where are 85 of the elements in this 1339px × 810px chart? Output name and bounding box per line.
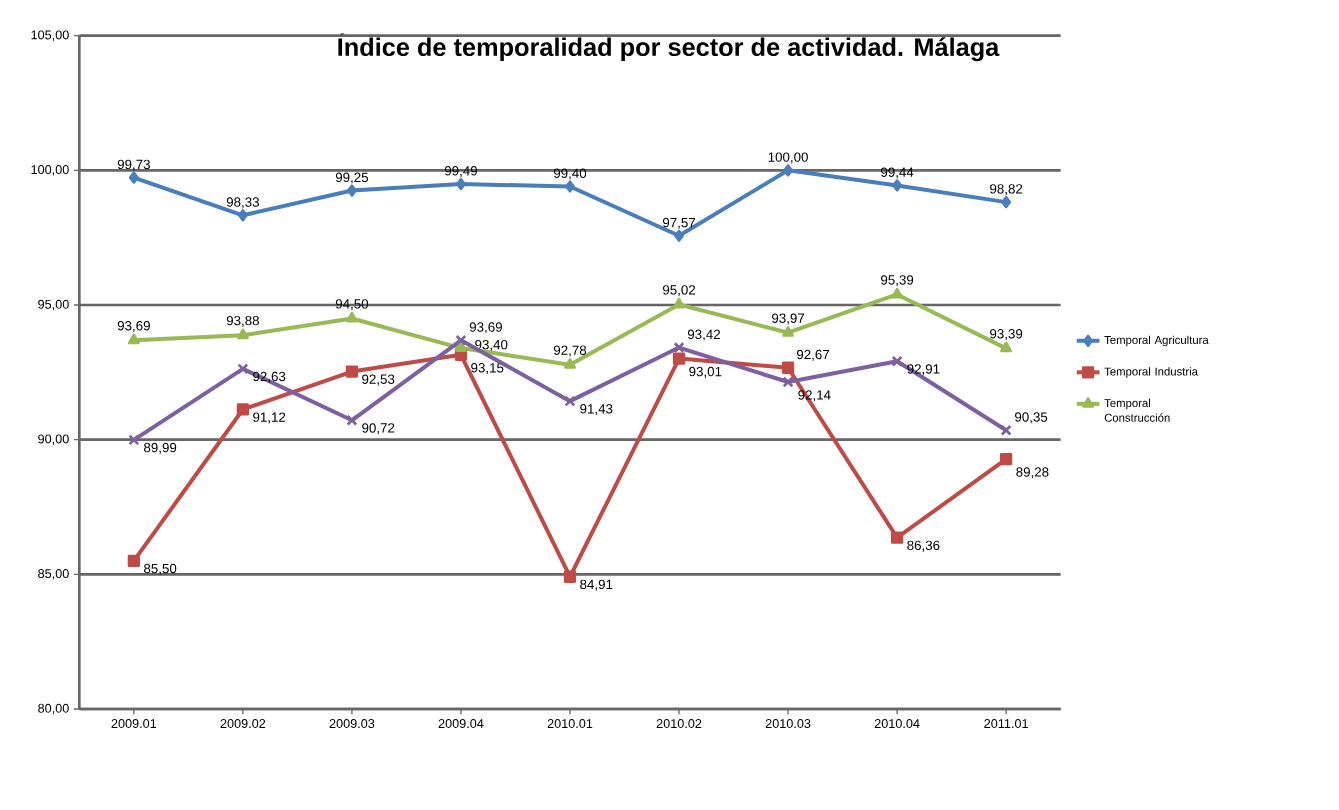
data-label: 91,43 [580, 404, 613, 416]
data-label: 98,82 [990, 184, 1023, 196]
point [672, 352, 686, 365]
point [673, 341, 685, 354]
x-tick-label: 2011.01 [984, 719, 1028, 728]
point [1001, 195, 1012, 209]
point [454, 341, 467, 353]
point [128, 171, 139, 184]
point [127, 333, 140, 345]
point [346, 414, 358, 426]
y-tick-label: 105,00 [31, 30, 69, 41]
point [565, 180, 575, 193]
data-label: 99,40 [553, 168, 587, 180]
data-label: 93,40 [475, 339, 508, 351]
data-label: 100,00 [768, 152, 808, 164]
point [564, 358, 576, 369]
point [456, 177, 466, 191]
point [891, 355, 903, 367]
data-label: 92,53 [362, 374, 395, 386]
x-tick-label: 2010.02 [656, 719, 702, 728]
point [890, 531, 904, 544]
data-label: 89,99 [144, 442, 177, 454]
data-label: 95,39 [881, 275, 914, 287]
point [781, 361, 795, 374]
data-label: 98,33 [226, 197, 259, 209]
x-tick-label: 2010.04 [874, 719, 920, 728]
point [236, 403, 250, 416]
point [782, 376, 794, 388]
y-tick-label: 90,00 [38, 434, 69, 445]
point [128, 434, 140, 446]
data-label: 95,02 [662, 285, 696, 297]
data-label: 93,69 [469, 322, 502, 334]
point [346, 184, 357, 197]
data-label: 90,72 [362, 423, 395, 435]
data-label: 86,36 [907, 540, 940, 552]
point [345, 365, 359, 378]
y-tick-label: 80,00 [38, 703, 69, 715]
point [1000, 424, 1012, 436]
point [892, 179, 903, 192]
legend-label: Temporal Industria [1104, 367, 1198, 378]
data-label: 93,69 [117, 321, 150, 333]
data-label: 84,91 [580, 579, 613, 591]
data-label: 89,28 [1016, 467, 1049, 479]
legend-label: Temporal Construcción [1104, 398, 1170, 422]
x-tick-label: 2009.03 [329, 719, 375, 728]
point [236, 328, 249, 340]
point [782, 326, 795, 337]
point [345, 311, 358, 323]
data-label: 90,35 [1015, 412, 1048, 424]
data-label: 97,57 [662, 217, 696, 229]
data-label: 93,88 [226, 315, 259, 327]
point [783, 164, 793, 177]
point [237, 209, 248, 222]
point [127, 554, 140, 567]
point [237, 363, 249, 375]
data-label: 99,25 [335, 172, 369, 184]
point [999, 452, 1013, 466]
data-label: 93,97 [772, 313, 805, 325]
y-tick-label: 85,00 [38, 569, 69, 580]
x-tick-label: 2010.03 [765, 719, 811, 728]
data-label: 93,15 [471, 363, 504, 375]
data-label: 94,50 [335, 299, 369, 311]
data-label: 99,73 [117, 159, 150, 171]
data-label: 91,12 [253, 412, 286, 424]
y-tick-label: 95,00 [38, 299, 69, 311]
data-label: 93,01 [689, 366, 722, 378]
x-tick-label: 2009.01 [111, 719, 157, 728]
point [674, 229, 684, 242]
point [564, 395, 576, 407]
x-tick-label: 2009.04 [438, 719, 484, 728]
chart-title: Índice de temporalidad por sector de actividad. Málaga [337, 33, 1000, 62]
x-tick-label: 2009.02 [220, 719, 266, 728]
data-label: 93,42 [687, 329, 720, 341]
point [673, 297, 685, 309]
y-tick-label: 100,00 [31, 165, 69, 176]
data-label: 92,78 [553, 345, 587, 357]
data-label: 85,50 [144, 563, 177, 575]
data-label: 93,39 [990, 329, 1023, 341]
point [1000, 341, 1013, 353]
data-label: 92,67 [796, 349, 830, 361]
legend-label: Temporal Agricultura [1104, 335, 1209, 347]
data-label: 99,49 [444, 166, 478, 178]
x-tick-label: 2010.01 [547, 719, 593, 728]
point [563, 570, 577, 583]
point [455, 334, 467, 346]
